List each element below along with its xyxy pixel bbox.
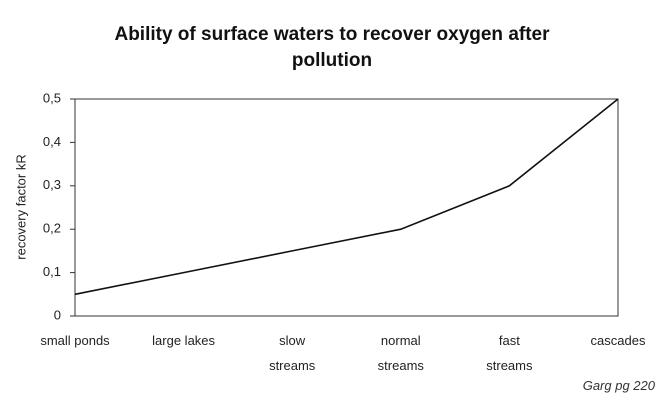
y-tick-label: 0,5 bbox=[43, 90, 61, 105]
x-tick-label: cascades bbox=[590, 333, 646, 348]
y-tick-label: 0,4 bbox=[43, 134, 61, 149]
x-tick-label: fast streams bbox=[486, 333, 533, 373]
y-tick-label: 0,3 bbox=[43, 177, 61, 192]
y-tick-label: 0,2 bbox=[43, 221, 61, 236]
data-line bbox=[74, 98, 619, 296]
plot-frame bbox=[74, 98, 619, 317]
chart-title: Ability of surface waters to recover oxy… bbox=[114, 24, 550, 71]
y-axis-label: recovery factor kR bbox=[13, 154, 28, 259]
x-tick-label: normal streams bbox=[377, 333, 424, 373]
x-tick-label: small ponds bbox=[40, 333, 110, 348]
annotation: Garg pg 220 bbox=[582, 378, 655, 393]
y-tick-label: 0 bbox=[54, 307, 61, 322]
x-tick-label: large lakes bbox=[152, 333, 216, 348]
x-tick-label: slow streams bbox=[269, 333, 316, 373]
y-tick-label: 0,1 bbox=[43, 264, 61, 279]
